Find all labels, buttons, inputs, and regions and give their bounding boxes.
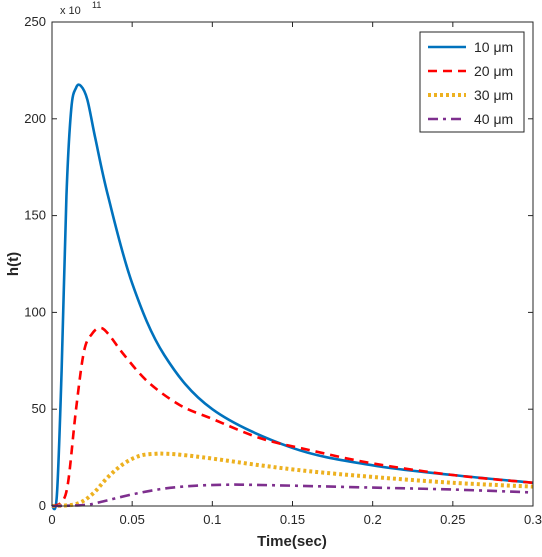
legend-label-3: 30 μm — [474, 87, 513, 103]
y-tick-label: 50 — [32, 401, 46, 416]
x-tick-label: 0.15 — [280, 512, 305, 527]
y-tick-label: 250 — [24, 14, 46, 29]
y-exponent-base: x 10 — [60, 5, 81, 17]
legend-box — [419, 31, 525, 133]
legend-label-2: 20 μm — [474, 63, 513, 79]
y-tick-label: 200 — [24, 111, 46, 126]
x-tick-label: 0.25 — [440, 512, 465, 527]
y-tick-label: 150 — [24, 208, 46, 223]
x-tick-label: 0.05 — [120, 512, 145, 527]
x-tick-label: 0.2 — [364, 512, 382, 527]
y-tick-label: 0 — [39, 498, 46, 513]
y-exponent-power: 11 — [92, 0, 101, 10]
x-tick-label: 0 — [48, 512, 55, 527]
legend-label-1: 10 μm — [474, 39, 513, 55]
x-axis: 0 0.05 0.1 0.15 0.2 0.25 0.3 — [48, 22, 542, 527]
series-line-1 — [50, 83, 534, 511]
y-axis-title: h(t) — [5, 252, 22, 276]
y-axis: 0 50 100 150 200 250 — [24, 14, 533, 513]
x-tick-label: 0.3 — [524, 512, 542, 527]
x-tick-label: 0.1 — [203, 512, 221, 527]
y-tick-label: 100 — [24, 304, 46, 319]
series-line-4 — [51, 483, 534, 508]
series-layer — [50, 83, 534, 511]
legend-label-4: 40 μm — [474, 111, 513, 127]
series-line-2 — [51, 326, 534, 508]
x-axis-title: Time(sec) — [257, 533, 327, 550]
legend: 10 μm 20 μm 30 μm 40 μm — [419, 31, 525, 133]
